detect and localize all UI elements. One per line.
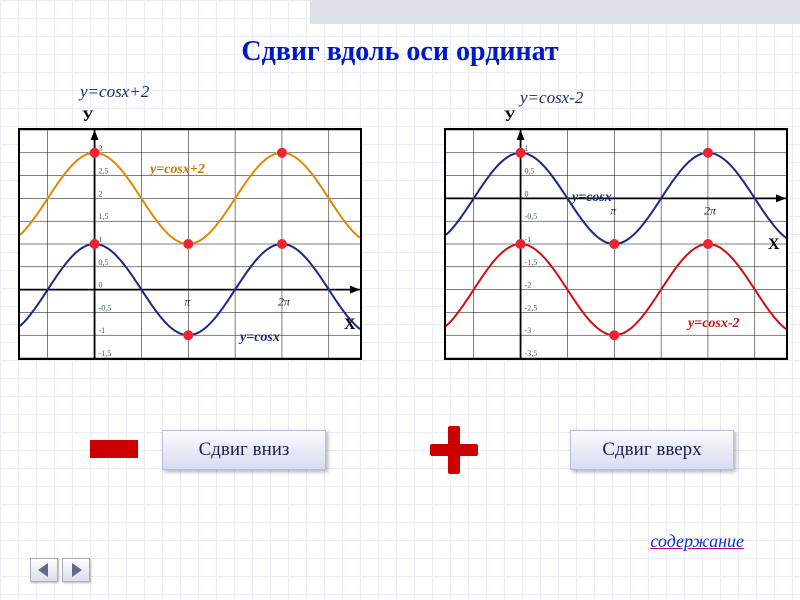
left-curve-label-shifted: y=cosx+2 [150, 162, 205, 178]
contents-link[interactable]: содержание [650, 531, 744, 552]
left-y-axis-label: У [82, 108, 94, 126]
left-subtitle: y=cosx+2 [80, 82, 149, 102]
svg-text:2π: 2π [278, 295, 291, 309]
svg-text:-1: -1 [525, 235, 532, 244]
svg-text:π: π [184, 295, 191, 309]
right-curve-label-base: y=cosx [572, 190, 612, 206]
svg-text:2π: 2π [704, 203, 717, 217]
right-x-axis-label: X [768, 236, 780, 254]
svg-text:-3,5: -3,5 [525, 349, 538, 358]
svg-text:2: 2 [99, 189, 103, 198]
svg-text:1,5: 1,5 [99, 212, 109, 221]
page-title: Сдвиг вдоль оси ординат [0, 36, 800, 68]
svg-text:0: 0 [525, 189, 529, 198]
svg-text:2,5: 2,5 [99, 167, 109, 176]
plus-icon [430, 426, 478, 474]
svg-text:-1,5: -1,5 [99, 349, 112, 358]
right-y-axis-label: У [504, 108, 516, 126]
svg-text:-2: -2 [525, 281, 532, 290]
shift-up-button[interactable]: Сдвиг вверх [570, 430, 734, 470]
right-curve-label-shifted: y=cosx-2 [688, 316, 740, 332]
svg-text:-1,5: -1,5 [525, 258, 538, 267]
next-button[interactable] [62, 558, 90, 582]
svg-text:-0,5: -0,5 [99, 303, 112, 312]
left-x-axis-label: X [344, 316, 356, 334]
svg-text:0,5: 0,5 [525, 167, 535, 176]
minus-icon [90, 440, 138, 458]
shift-down-button[interactable]: Сдвиг вниз [162, 430, 326, 470]
svg-text:-3: -3 [525, 326, 532, 335]
svg-text:-2,5: -2,5 [525, 303, 538, 312]
svg-text:0: 0 [99, 281, 103, 290]
prev-button[interactable] [30, 558, 58, 582]
left-curve-label-base: y=cosx [240, 330, 280, 346]
svg-text:0,5: 0,5 [99, 258, 109, 267]
svg-text:-1: -1 [99, 326, 106, 335]
svg-text:-0,5: -0,5 [525, 212, 538, 221]
top-strip [310, 0, 800, 24]
right-subtitle: y=cosx-2 [520, 88, 583, 108]
